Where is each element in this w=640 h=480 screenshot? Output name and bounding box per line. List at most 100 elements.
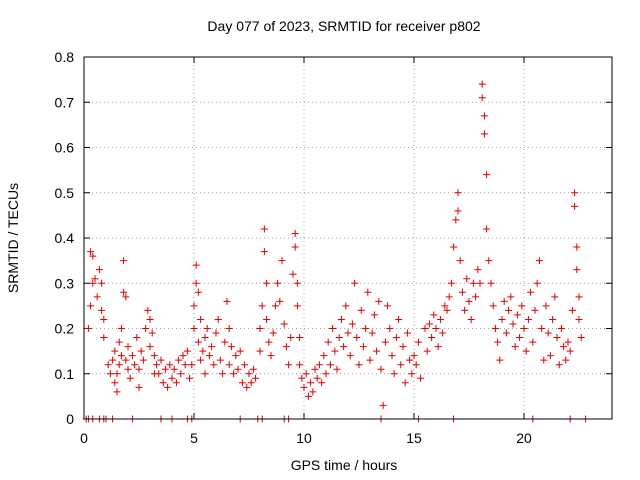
data-point — [293, 302, 301, 310]
data-point — [135, 365, 143, 373]
data-point — [296, 334, 304, 342]
data-point — [293, 279, 301, 287]
data-point — [425, 320, 433, 328]
data-point — [428, 334, 436, 342]
data-point — [307, 379, 315, 387]
data-point — [461, 306, 469, 314]
data-point — [265, 338, 273, 346]
data-point — [538, 325, 546, 332]
data-point — [355, 361, 363, 369]
data-point — [183, 347, 191, 355]
data-point — [124, 343, 132, 351]
data-point — [522, 347, 530, 355]
data-point — [144, 306, 152, 314]
data-point — [225, 325, 233, 332]
data-point — [84, 325, 92, 332]
data-point — [318, 379, 326, 387]
x-tick-label: 5 — [190, 430, 198, 446]
data-point — [214, 315, 222, 323]
data-point — [247, 379, 255, 387]
data-point — [117, 352, 125, 360]
data-point — [346, 352, 354, 360]
data-point — [511, 343, 519, 351]
data-point — [91, 275, 99, 283]
data-point — [571, 189, 579, 197]
data-point — [439, 329, 447, 337]
data-point — [98, 306, 106, 314]
data-point — [256, 325, 264, 332]
data-point — [331, 347, 339, 355]
data-point — [370, 311, 378, 319]
data-point — [263, 279, 271, 287]
data-point — [500, 297, 508, 305]
data-point — [126, 374, 134, 382]
data-point — [87, 302, 95, 310]
data-point — [175, 356, 183, 364]
data-point — [351, 279, 359, 287]
data-point — [395, 315, 403, 323]
data-point — [333, 365, 341, 373]
data-point — [505, 306, 513, 314]
data-point — [135, 383, 143, 391]
data-point — [436, 315, 444, 323]
y-tick-label: 0.1 — [55, 366, 75, 382]
data-point — [434, 343, 442, 351]
data-point — [384, 302, 392, 310]
data-point — [128, 352, 136, 360]
data-point — [335, 334, 343, 342]
data-point — [148, 329, 156, 337]
y-tick-label: 0.5 — [55, 185, 75, 201]
data-point — [241, 361, 249, 369]
y-tick-label: 0.6 — [55, 140, 75, 156]
data-point — [133, 334, 141, 342]
data-point — [408, 370, 416, 378]
data-point — [181, 361, 189, 369]
data-point — [234, 365, 242, 373]
data-point — [329, 325, 337, 332]
data-point — [390, 370, 398, 378]
data-point — [443, 306, 451, 314]
data-point — [304, 392, 312, 400]
data-point — [260, 248, 268, 256]
data-point — [311, 365, 319, 373]
data-point — [577, 334, 585, 342]
data-point — [573, 266, 581, 274]
data-point — [285, 361, 293, 369]
data-point — [243, 383, 251, 391]
data-point — [194, 338, 202, 346]
data-point — [87, 248, 95, 256]
data-point — [124, 365, 132, 373]
data-point — [192, 279, 200, 287]
data-point — [223, 297, 231, 305]
data-point — [476, 279, 484, 287]
data-point — [566, 347, 574, 355]
x-tick-label: 0 — [80, 430, 88, 446]
data-point — [322, 370, 330, 378]
data-point — [117, 325, 125, 332]
data-point — [298, 374, 306, 382]
data-point — [201, 370, 209, 378]
data-point — [392, 334, 400, 342]
data-point — [450, 243, 458, 251]
data-point — [445, 293, 453, 301]
data-point — [159, 379, 167, 387]
data-point — [573, 243, 581, 251]
data-point — [93, 293, 101, 301]
data-point — [230, 370, 238, 378]
data-point — [540, 356, 548, 364]
data-point — [89, 252, 97, 260]
data-point — [203, 325, 211, 332]
data-point — [269, 329, 277, 337]
data-point — [131, 361, 139, 369]
data-point — [296, 361, 304, 369]
data-point — [474, 266, 482, 274]
y-tick-label: 0.3 — [55, 275, 75, 291]
data-point — [199, 347, 207, 355]
data-point — [414, 338, 422, 346]
data-point — [115, 338, 123, 346]
data-point — [109, 356, 117, 364]
data-point — [89, 279, 97, 287]
data-point — [256, 347, 264, 355]
grid-layer — [84, 57, 612, 419]
